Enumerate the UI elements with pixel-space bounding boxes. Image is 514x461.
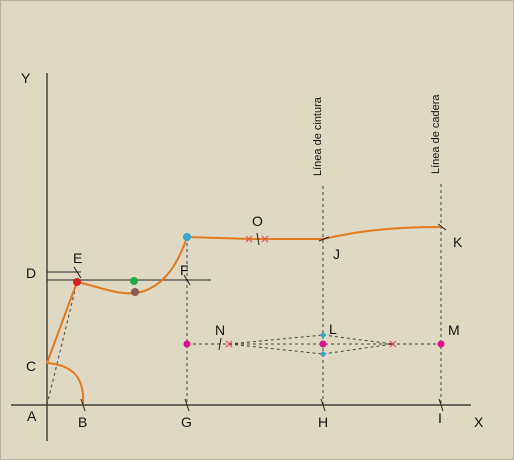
label-h: H	[318, 414, 328, 430]
label-b: B	[78, 414, 87, 430]
label-j: J	[333, 246, 340, 262]
dart-right-bottom	[322, 343, 394, 355]
tick-e	[73, 266, 82, 279]
label-o: O	[252, 213, 263, 229]
label-n: N	[215, 322, 225, 338]
label-i: I	[438, 410, 442, 426]
dart-top-dot	[320, 332, 326, 338]
tick-n	[218, 337, 222, 351]
label-f: F	[180, 262, 189, 278]
tick-h	[320, 398, 326, 412]
label-e: E	[73, 250, 82, 266]
point-brown-dot	[131, 288, 139, 296]
tick-o	[256, 232, 260, 246]
side-seam-curve	[186, 226, 442, 240]
neck-curve	[46, 362, 85, 406]
label-k: K	[453, 234, 463, 250]
point-green-dot	[130, 277, 138, 285]
hip-line-label: Línea de cadera	[430, 94, 442, 174]
point-g-dot	[183, 340, 191, 348]
point-m-dot	[437, 340, 445, 348]
dashed-a-e	[46, 281, 78, 406]
tick-f	[183, 274, 191, 286]
x-axis-label: X	[474, 414, 484, 430]
tick-b	[80, 398, 86, 412]
dart-left-top	[228, 334, 324, 345]
label-c: C	[26, 358, 36, 374]
waist-line-label: Línea de cintura	[312, 96, 324, 176]
tick-k	[437, 223, 447, 231]
point-e-dot	[73, 278, 81, 286]
label-d: D	[26, 265, 36, 281]
point-cyan-dot	[183, 233, 191, 241]
label-g: G	[181, 414, 192, 430]
tick-i	[438, 398, 444, 412]
point-l-dot	[319, 340, 327, 348]
label-m: M	[448, 322, 460, 338]
label-a: A	[27, 408, 37, 424]
tick-g	[184, 398, 190, 412]
dart-left-bottom	[228, 343, 324, 355]
tick-j	[318, 236, 330, 242]
cross-marks	[225, 235, 397, 348]
dart-bottom-dot	[320, 351, 326, 357]
label-l: L	[329, 321, 337, 337]
y-axis-label: Y	[21, 70, 31, 86]
armhole-curve	[76, 236, 188, 295]
shoulder-line	[46, 281, 78, 364]
